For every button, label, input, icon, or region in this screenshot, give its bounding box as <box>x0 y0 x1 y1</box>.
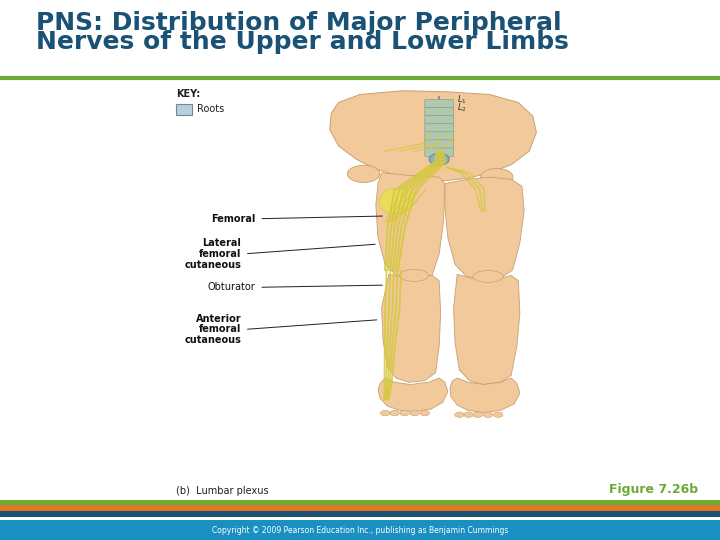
Text: Lateral
femoral
cutaneous: Lateral femoral cutaneous <box>184 238 241 269</box>
Text: PNS: Distribution of Major Peripheral: PNS: Distribution of Major Peripheral <box>36 11 562 35</box>
Ellipse shape <box>381 410 390 416</box>
FancyBboxPatch shape <box>425 99 454 108</box>
FancyBboxPatch shape <box>425 148 454 157</box>
Ellipse shape <box>410 410 419 416</box>
Text: Anterior
femoral
cutaneous: Anterior femoral cutaneous <box>184 314 241 345</box>
Text: Figure 7.26b: Figure 7.26b <box>609 483 698 496</box>
Polygon shape <box>379 188 414 213</box>
Polygon shape <box>382 274 441 382</box>
Bar <box>0 500 720 505</box>
Ellipse shape <box>494 412 503 417</box>
Text: (b)  Lumbar plexus: (b) Lumbar plexus <box>176 485 269 496</box>
Ellipse shape <box>481 168 513 186</box>
FancyBboxPatch shape <box>425 140 454 149</box>
Polygon shape <box>378 378 448 411</box>
Ellipse shape <box>420 410 429 416</box>
FancyBboxPatch shape <box>425 116 454 124</box>
Ellipse shape <box>474 412 483 417</box>
FancyBboxPatch shape <box>176 104 192 115</box>
Ellipse shape <box>464 412 474 417</box>
Polygon shape <box>450 378 520 413</box>
Ellipse shape <box>455 412 464 417</box>
FancyBboxPatch shape <box>425 124 454 132</box>
Ellipse shape <box>429 153 449 165</box>
Bar <box>0 0 720 78</box>
Bar <box>0 517 720 520</box>
Text: Nerves of the Upper and Lower Limbs: Nerves of the Upper and Lower Limbs <box>36 30 569 53</box>
Ellipse shape <box>484 412 493 417</box>
FancyBboxPatch shape <box>425 132 454 140</box>
Ellipse shape <box>400 269 428 281</box>
Text: $L_2$: $L_2$ <box>457 102 467 114</box>
Polygon shape <box>454 274 520 384</box>
Text: Copyright © 2009 Pearson Education Inc., publishing as Benjamin Cummings: Copyright © 2009 Pearson Education Inc.,… <box>212 526 508 535</box>
Bar <box>0 78 720 500</box>
Ellipse shape <box>390 410 400 416</box>
Text: Femoral: Femoral <box>211 214 256 224</box>
Bar <box>0 511 720 517</box>
Ellipse shape <box>348 165 380 183</box>
Bar <box>0 520 720 540</box>
Ellipse shape <box>473 271 503 282</box>
Bar <box>0 505 720 511</box>
Ellipse shape <box>400 410 410 416</box>
Text: Roots: Roots <box>197 104 224 114</box>
Polygon shape <box>445 177 524 281</box>
Text: Obturator: Obturator <box>208 282 256 292</box>
Polygon shape <box>330 91 536 181</box>
Text: $L_1$: $L_1$ <box>457 93 467 106</box>
Polygon shape <box>376 173 445 280</box>
Text: KEY:: KEY: <box>176 89 201 99</box>
FancyBboxPatch shape <box>425 107 454 116</box>
